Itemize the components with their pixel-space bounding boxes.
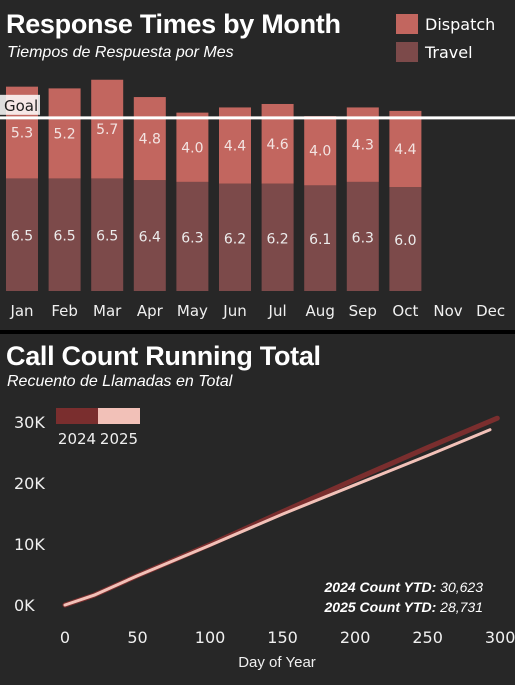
y-tick-label: 20K — [14, 474, 45, 493]
bar-label-travel-jul: 6.2 — [266, 231, 288, 247]
bar-travel-apr — [133, 180, 166, 291]
bar-travel-jul — [261, 183, 294, 291]
bar-dispatch-aug — [304, 116, 337, 186]
ytd-label: 2024 Count YTD: — [324, 579, 437, 595]
bar-label-dispatch-jun: 4.4 — [224, 139, 246, 155]
bar-dispatch-feb — [48, 88, 81, 179]
y-tick-label: 0K — [14, 596, 35, 615]
bar-travel-feb — [48, 178, 81, 291]
x-tick-label-jun: Jun — [222, 302, 246, 320]
y-tick-label: 30K — [14, 413, 45, 432]
legend-swatch-travel — [396, 42, 418, 62]
chart-title: Call Count Running Total — [6, 341, 321, 371]
bar-label-travel-aug: 6.1 — [309, 232, 331, 248]
chart-subtitle: Tiempos de Respuesta por Mes — [7, 44, 234, 61]
legend-label-2025: 2025 — [100, 430, 138, 448]
x-tick-label: 250 — [412, 628, 443, 647]
bar-travel-oct — [389, 187, 422, 291]
x-tick-label-apr: Apr — [137, 302, 164, 320]
bar-label-travel-oct: 6.0 — [394, 233, 416, 249]
bar-dispatch-may — [176, 112, 209, 182]
chart-subtitle: Recuento de Llamadas en Total — [7, 373, 233, 390]
bar-label-travel-feb: 6.5 — [53, 229, 75, 245]
bar-label-travel-may: 6.3 — [181, 230, 203, 246]
ytd-2025-annotation: 2025 Count YTD: 28,731 — [325, 599, 483, 615]
x-tick-label-jul: Jul — [268, 302, 287, 320]
bar-label-travel-jan: 6.5 — [11, 229, 33, 245]
line-series-2025 — [63, 428, 492, 607]
x-axis-label: Day of Year — [238, 654, 316, 671]
bar-label-travel-mar: 6.5 — [96, 229, 118, 245]
x-tick-label-nov: Nov — [433, 302, 462, 320]
x-tick-label: 150 — [267, 628, 298, 647]
ytd-2024-annotation: 2024 Count YTD: 30,623 — [325, 579, 483, 595]
bar-travel-mar — [91, 178, 124, 291]
ytd-label: 2025 Count YTD: — [324, 599, 437, 615]
bar-label-dispatch-oct: 4.4 — [394, 142, 416, 158]
bar-label-dispatch-sep: 4.3 — [352, 138, 374, 154]
x-tick-label-sep: Sep — [349, 302, 377, 320]
x-tick-label: 200 — [340, 628, 371, 647]
bar-label-dispatch-apr: 4.8 — [139, 132, 161, 148]
response-times-panel: Response Times by Month Tiempos de Respu… — [0, 0, 515, 330]
bar-label-dispatch-mar: 5.7 — [96, 122, 118, 138]
legend-swatch-2025 — [98, 408, 140, 424]
bar-label-travel-sep: 6.3 — [352, 230, 374, 246]
bar-label-dispatch-may: 4.0 — [181, 140, 203, 156]
legend-label-2024: 2024 — [58, 430, 96, 448]
x-tick-label-feb: Feb — [51, 302, 78, 320]
chart-title: Response Times by Month — [6, 9, 341, 39]
x-tick-label: 300 — [485, 628, 515, 647]
call-count-chart: 0K 10K 20K 30K 0 50 100 150 200 250 300 Day of Year… — [14, 408, 515, 671]
x-tick-label-may: May — [177, 302, 208, 320]
bar-dispatch-sep — [346, 107, 379, 182]
legend-swatch-dispatch — [396, 14, 418, 34]
bar-label-dispatch-aug: 4.0 — [309, 144, 331, 160]
response-times-chart: 6.5 5.3 Jan 6.5 5.2 Feb 6.5 5.7 Mar 6.4 4.8 Apr 6.3 4… — [0, 79, 515, 320]
x-tick-label-jan: Jan — [9, 302, 33, 320]
ytd-value: 30,623 — [440, 579, 483, 595]
x-tick-label: 100 — [195, 628, 226, 647]
bar-travel-jan — [6, 178, 38, 291]
ytd-value: 28,731 — [440, 599, 483, 615]
legend-item-dispatch[interactable]: Dispatch — [396, 14, 495, 34]
bar-dispatch-jun — [219, 107, 251, 184]
x-tick-label: 0 — [60, 628, 70, 647]
bar-label-dispatch-jul: 4.6 — [266, 137, 288, 153]
x-tick-label-dec: Dec — [476, 302, 505, 320]
bar-label-dispatch-feb: 5.2 — [53, 126, 75, 142]
bar-travel-sep — [346, 181, 379, 291]
y-tick-label: 10K — [14, 535, 45, 554]
bar-label-dispatch-jan: 5.3 — [11, 126, 33, 142]
goal-label-bg — [0, 94, 40, 115]
bar-dispatch-oct — [389, 110, 422, 188]
legend-item-travel[interactable]: Travel — [396, 42, 473, 62]
call-count-panel: Call Count Running Total Recuento de Lla… — [0, 334, 515, 685]
legend-swatch-2024 — [56, 408, 98, 424]
bar-label-travel-jun: 6.2 — [224, 231, 246, 247]
legend-label-travel: Travel — [425, 42, 473, 62]
x-tick-label-aug: Aug — [306, 302, 335, 320]
bar-travel-may — [176, 181, 209, 291]
bar-travel-aug — [304, 185, 337, 291]
bar-label-travel-apr: 6.4 — [139, 230, 161, 246]
x-tick-label-oct: Oct — [392, 302, 418, 320]
x-tick-label: 50 — [127, 628, 147, 647]
x-tick-label-mar: Mar — [93, 302, 122, 320]
goal-label: Goal — [4, 97, 38, 115]
bar-travel-jun — [219, 183, 251, 291]
legend-label-dispatch: Dispatch — [425, 14, 496, 34]
bar-dispatch-mar — [91, 79, 124, 179]
bar-dispatch-apr — [133, 97, 166, 181]
